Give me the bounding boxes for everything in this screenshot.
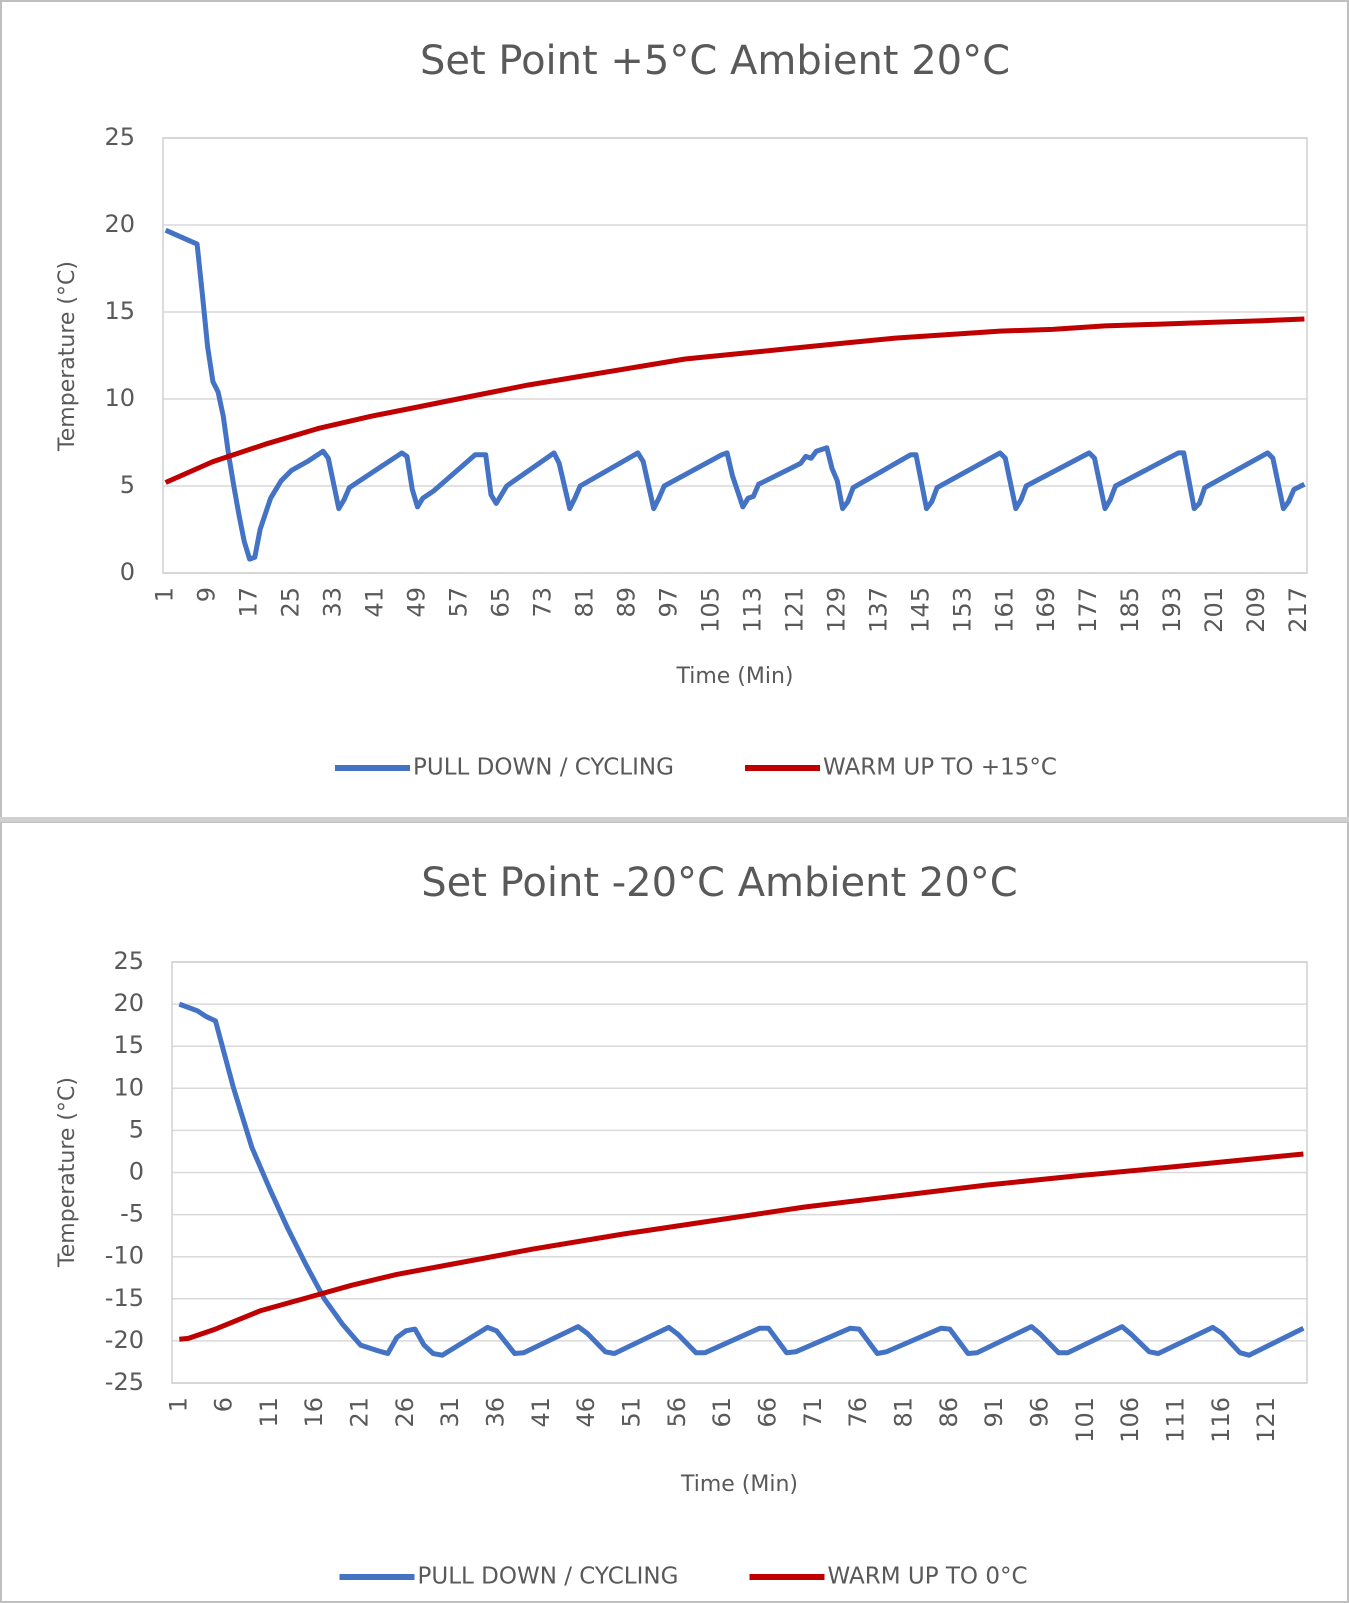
- y-tick-label: 25: [104, 123, 135, 151]
- x-tick-label: 21: [346, 1397, 374, 1428]
- data-line: [178, 1001, 1305, 1358]
- legend-label: WARM UP TO +15°C: [823, 755, 1057, 781]
- y-tick-label: 10: [104, 384, 135, 412]
- x-tick-label: 113: [738, 587, 766, 633]
- x-tick-label: 9: [193, 587, 221, 602]
- x-tick-label: 111: [1161, 1397, 1189, 1443]
- x-tick-label: 57: [444, 587, 472, 618]
- x-tick-label: 169: [1032, 587, 1060, 633]
- panel: [0, 0, 1349, 819]
- legend-label: PULL DOWN / CYCLING: [418, 1564, 679, 1590]
- x-tick-label: 36: [482, 1397, 510, 1428]
- x-tick-label: 56: [663, 1397, 691, 1428]
- x-tick-label: 26: [391, 1397, 419, 1428]
- panel: [0, 821, 1349, 1603]
- x-tick-label: 16: [300, 1397, 328, 1428]
- x-tick-label: 121: [780, 587, 808, 633]
- x-tick-label: 51: [618, 1397, 646, 1428]
- x-tick-label: 217: [1284, 587, 1312, 633]
- y-tick-label: -20: [105, 1326, 144, 1354]
- x-tick-label: 129: [822, 587, 850, 633]
- x-tick-label: 76: [844, 1397, 872, 1428]
- x-tick-label: 73: [528, 587, 556, 618]
- y-tick-label: 5: [129, 1115, 144, 1143]
- y-tick-label: 20: [113, 989, 144, 1017]
- x-tick-label: 106: [1116, 1397, 1144, 1443]
- divider: [0, 817, 1349, 822]
- x-axis-label: Time (Min): [675, 664, 793, 689]
- x-tick-label: 209: [1242, 587, 1270, 633]
- x-tick-label: 116: [1207, 1397, 1235, 1443]
- x-tick-label: 71: [799, 1397, 827, 1428]
- x-tick-label: 97: [654, 587, 682, 618]
- y-tick-label: 10: [113, 1073, 144, 1101]
- x-tick-label: 105: [696, 587, 724, 633]
- y-tick-label: 15: [104, 297, 135, 325]
- y-tick-label: 25: [113, 947, 144, 975]
- x-tick-label: 11: [255, 1397, 283, 1428]
- legend-label: PULL DOWN / CYCLING: [413, 755, 674, 781]
- x-tick-label: 89: [612, 587, 640, 618]
- y-tick-label: -10: [105, 1242, 144, 1270]
- data-line: [164, 316, 1305, 485]
- data-line: [164, 227, 1306, 562]
- chart-title: Set Point -20°C Ambient 20°C: [421, 860, 1017, 906]
- x-tick-label: 1: [164, 1397, 192, 1412]
- x-tick-label: 145: [906, 587, 934, 633]
- y-tick-label: -25: [105, 1368, 144, 1396]
- x-tick-label: 25: [277, 587, 305, 618]
- x-tick-label: 41: [527, 1397, 555, 1428]
- x-tick-label: 17: [235, 587, 263, 618]
- x-tick-label: 49: [403, 587, 431, 618]
- x-tick-label: 31: [436, 1397, 464, 1428]
- plot-frame: [171, 961, 1308, 1384]
- x-tick-label: 81: [570, 587, 598, 618]
- x-tick-label: 41: [361, 587, 389, 618]
- x-tick-label: 137: [864, 587, 892, 633]
- x-tick-label: 6: [210, 1397, 238, 1412]
- y-tick-label: -5: [120, 1200, 144, 1228]
- x-tick-label: 161: [990, 587, 1018, 633]
- x-tick-label: 153: [948, 587, 976, 633]
- x-tick-label: 201: [1200, 587, 1228, 633]
- x-tick-label: 121: [1252, 1397, 1280, 1443]
- y-tick-label: 15: [113, 1031, 144, 1059]
- x-tick-label: 1: [151, 587, 179, 602]
- x-tick-label: 185: [1116, 587, 1144, 633]
- plot-frame: [162, 137, 1308, 574]
- x-tick-label: 46: [572, 1397, 600, 1428]
- x-tick-label: 66: [754, 1397, 782, 1428]
- y-tick-label: 0: [129, 1158, 144, 1186]
- chart-title: Set Point +5°C Ambient 20°C: [420, 38, 1010, 84]
- x-tick-label: 81: [889, 1397, 917, 1428]
- x-tick-label: 101: [1071, 1397, 1099, 1443]
- x-tick-label: 96: [1025, 1397, 1053, 1428]
- x-tick-label: 65: [486, 587, 514, 618]
- x-tick-label: 193: [1158, 587, 1186, 633]
- y-tick-label: 5: [120, 471, 135, 499]
- y-axis-label: Temperature (°C): [55, 1077, 80, 1268]
- x-tick-label: 177: [1074, 587, 1102, 633]
- y-tick-label: 20: [104, 210, 135, 238]
- data-line: [179, 1151, 1304, 1342]
- y-tick-label: -15: [105, 1284, 144, 1312]
- legend-label: WARM UP TO 0°C: [828, 1564, 1028, 1590]
- x-tick-label: 33: [319, 587, 347, 618]
- y-axis-label: Temperature (°C): [55, 261, 80, 452]
- x-tick-label: 91: [980, 1397, 1008, 1428]
- y-tick-label: 0: [120, 558, 135, 586]
- x-tick-label: 61: [708, 1397, 736, 1428]
- x-axis-label: Time (Min): [680, 1472, 798, 1497]
- x-tick-label: 86: [935, 1397, 963, 1428]
